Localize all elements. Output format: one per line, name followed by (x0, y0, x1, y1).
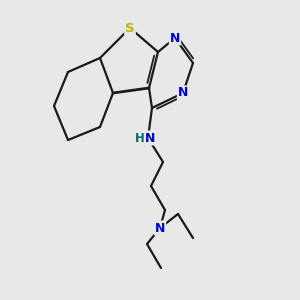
Text: N: N (178, 86, 188, 100)
Text: N: N (170, 32, 180, 44)
Text: N: N (155, 221, 165, 235)
Text: N: N (145, 131, 155, 145)
Text: H: H (135, 131, 145, 145)
Text: S: S (125, 22, 135, 34)
